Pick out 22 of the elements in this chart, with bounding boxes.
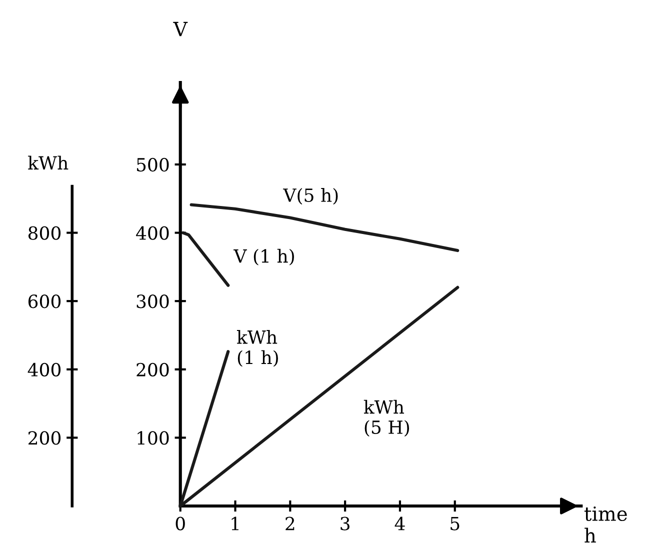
y-tick-label: 300 [136, 294, 169, 308]
x-tick-label: 2 [286, 516, 294, 530]
x-tick-label: 0 [176, 516, 185, 530]
y-axis-title: V [173, 22, 188, 36]
y2-tick-label: 400 [28, 362, 61, 377]
x-axis-title: time h [584, 506, 627, 543]
x-tick-label: 1 [232, 516, 238, 530]
series-label: V (1 h) [234, 248, 294, 266]
series-label: kWh (5 H) [364, 400, 410, 437]
y2-tick-label: 200 [28, 431, 61, 445]
y-tick-label: 200 [136, 362, 169, 377]
y-tick-label: 100 [138, 431, 169, 445]
y-tick-label: 500 [137, 158, 169, 172]
x-tick-label: 3 [340, 516, 350, 530]
y-tick-label: 400 [136, 226, 169, 240]
y2-tick-label: 600 [28, 294, 61, 308]
series-label: V(5 h) [283, 188, 338, 205]
x-tick-label: 4 [394, 516, 405, 530]
y2-axis-title: kWh [28, 156, 68, 170]
y2-tick-label: 800 [28, 226, 61, 240]
x-tick-label: 5 [450, 516, 460, 530]
series-label: kWh (1 h) [236, 330, 278, 367]
